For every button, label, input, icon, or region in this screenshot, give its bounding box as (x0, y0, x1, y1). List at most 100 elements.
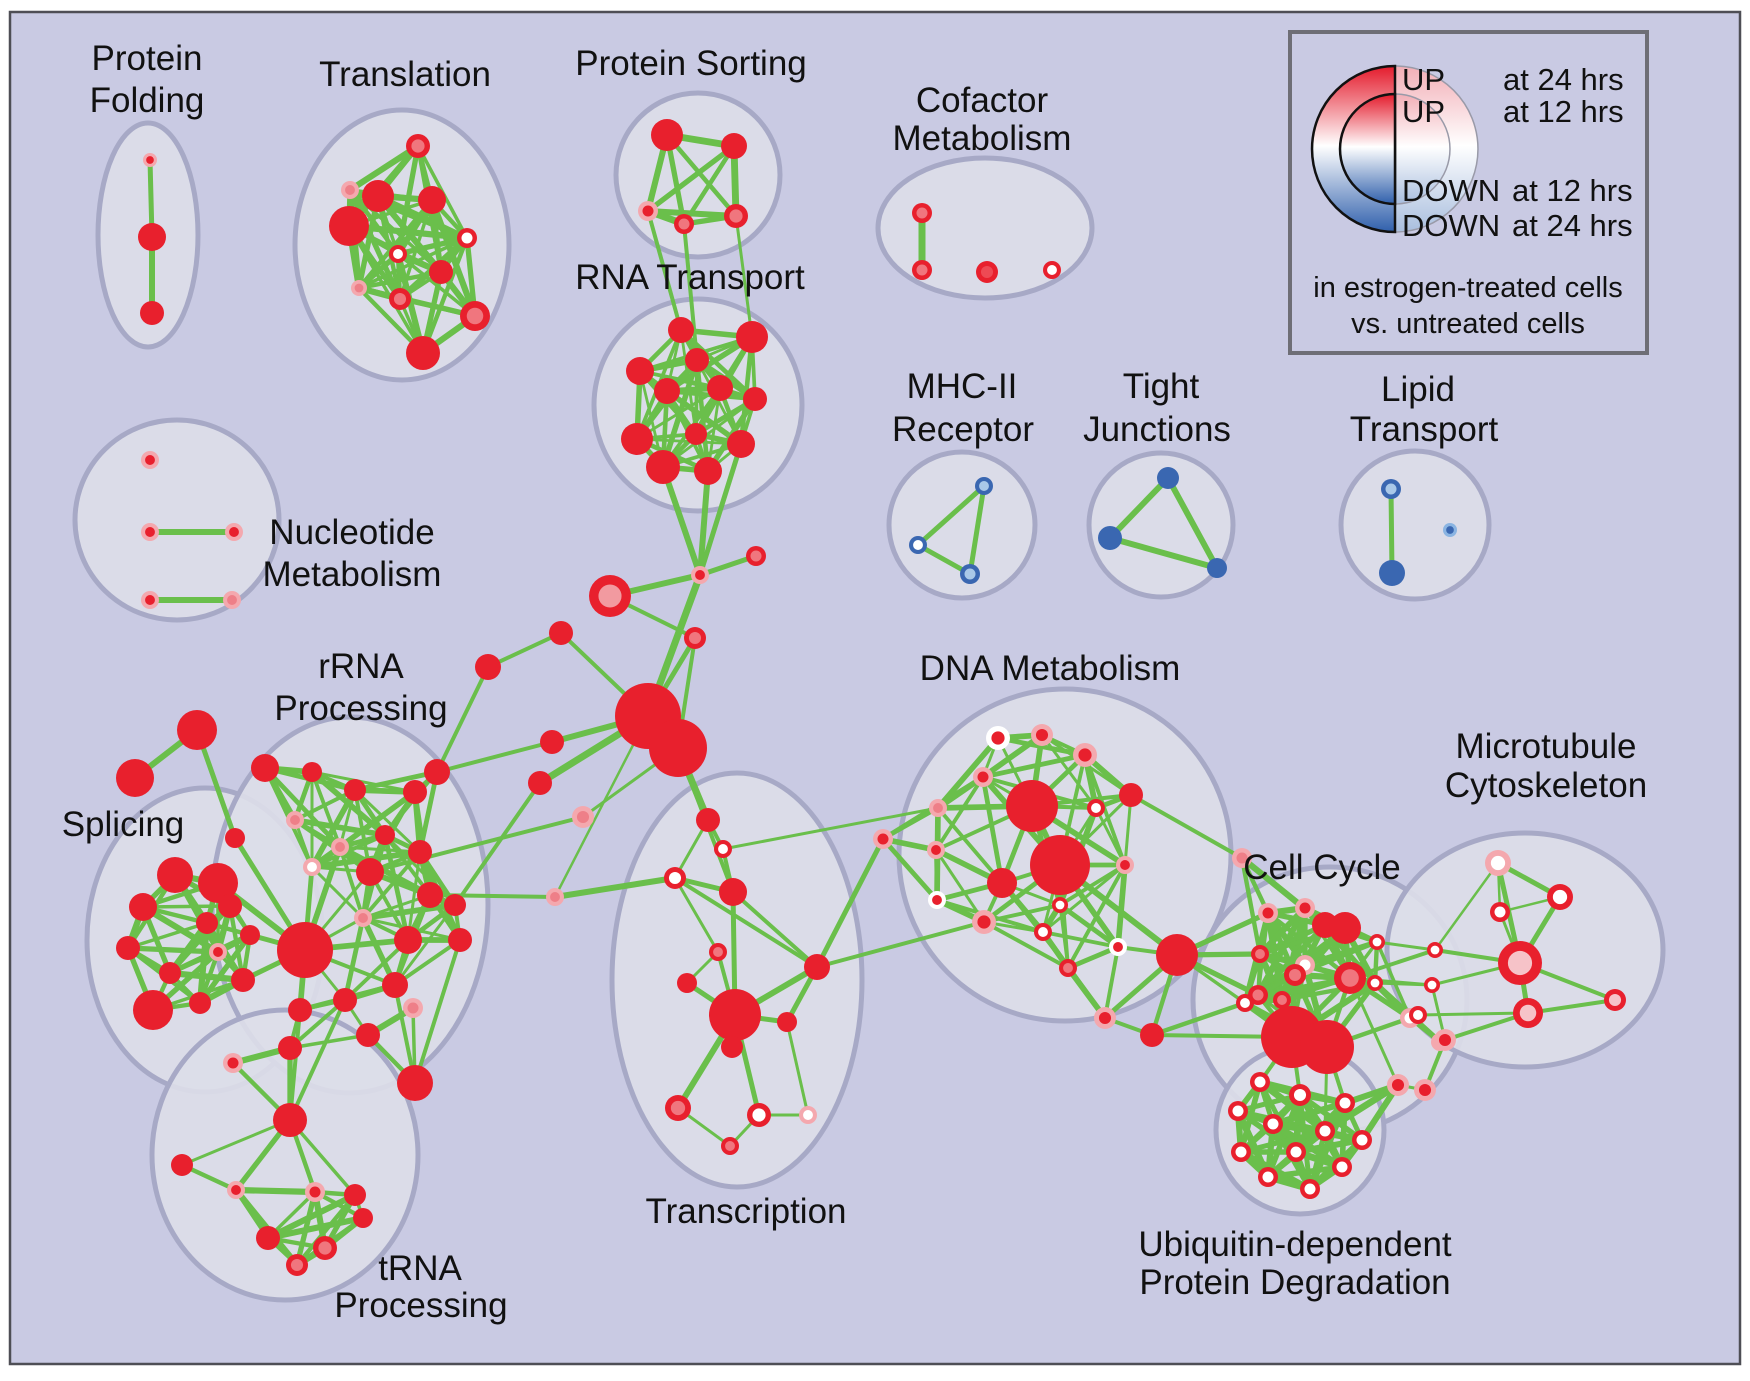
network-node-core-ub6 (1319, 1125, 1331, 1137)
network-node-sp7 (218, 894, 242, 918)
network-edge (166, 969, 247, 984)
network-edge (383, 770, 439, 837)
network-edge (980, 732, 1045, 780)
network-edge (1239, 855, 1263, 957)
network-edge (646, 209, 683, 332)
network-node-core-cf2 (916, 264, 928, 276)
network-node-rt8 (621, 423, 653, 455)
network-edge (1107, 535, 1220, 571)
cluster-label-rr: rRNA (318, 647, 404, 686)
network-edge (1375, 940, 1412, 1020)
network-edge (337, 789, 418, 850)
network-edge (660, 464, 703, 578)
network-edge (368, 815, 585, 874)
network-node-core-dm18 (1120, 860, 1130, 870)
network-edge (264, 1191, 359, 1242)
legend-circle-left-inner (1338, 92, 1397, 206)
cluster-label-lp: Lipid (1381, 370, 1455, 409)
network-edge (815, 920, 986, 969)
network-edge (1041, 863, 1127, 934)
network-node-sp1 (157, 857, 193, 893)
network-node-core-nm2 (145, 527, 155, 537)
network-edge (453, 781, 542, 907)
network-node-rr1 (251, 754, 279, 782)
network-edge (785, 1020, 810, 1117)
network-edge (406, 850, 422, 942)
network-node-t5 (719, 878, 747, 906)
network-node-core-ub2 (1293, 1088, 1307, 1102)
network-edge (673, 876, 720, 954)
network-node-core-ps3 (642, 205, 654, 217)
network-node-tr3 (362, 180, 394, 212)
network-edge (731, 890, 819, 969)
network-edge (338, 845, 365, 920)
network-node-core-t3 (668, 871, 682, 885)
network-node-sp10 (231, 968, 255, 992)
network-node-dm9 (1006, 780, 1058, 832)
legend-caption: vs. untreated cells (1351, 308, 1585, 340)
network-node-pf2 (138, 223, 166, 251)
cluster-label-tx: Transcription (646, 1192, 847, 1231)
network-node-core-tn5 (318, 1241, 332, 1255)
network-node-core-tr10 (393, 292, 407, 306)
network-node-core-mc10 (1438, 1033, 1452, 1047)
network-node-rt5 (654, 378, 680, 404)
network-node-core-rr6 (290, 815, 300, 825)
network-edge (232, 1186, 319, 1196)
network-edge (1265, 1164, 1345, 1180)
network-edge (635, 386, 722, 441)
network-edge (644, 207, 740, 220)
network-edge (881, 806, 940, 841)
network-node-core-mc11 (1418, 1083, 1432, 1097)
network-node-rr11 (408, 840, 432, 864)
network-node-tn0 (278, 1036, 302, 1060)
network-node-pf3 (140, 301, 164, 325)
cluster-ellipse-cf (875, 155, 1095, 301)
network-node-bl4 (528, 771, 552, 795)
network-node-core-j1 (695, 570, 705, 580)
network-edge (967, 483, 987, 577)
network-node-core-rr7 (335, 842, 345, 852)
legend-caption: in estrogen-treated cells (1313, 272, 1623, 304)
network-edge (360, 902, 458, 921)
network-node-core-dm17 (1113, 942, 1123, 952)
network-node-core-cc1 (1262, 907, 1274, 919)
network-node-core-tn6 (290, 1258, 304, 1272)
network-node-core-mc2 (1552, 889, 1568, 905)
network-node-core-nm4 (145, 595, 155, 605)
network-edge (356, 269, 444, 291)
cluster-label-mh: Receptor (892, 410, 1034, 449)
network-edge (1107, 475, 1171, 541)
network-node-core-cc2 (1299, 902, 1311, 914)
cluster-label-pf: Folding (90, 81, 205, 120)
network-edge (486, 631, 563, 669)
network-edge (1066, 863, 1127, 970)
network-node-core-dm1 (991, 731, 1005, 745)
cluster-label-tr: Translation (319, 55, 491, 94)
network-node-core-ub5 (1267, 1118, 1279, 1130)
network-edge (1165, 475, 1220, 571)
network-node-core-tr11 (466, 307, 484, 325)
network-node-bl2 (475, 654, 501, 680)
network-node-core-m2 (688, 631, 702, 645)
network-node-t1 (696, 808, 720, 832)
network-node-core-cc5 (1255, 949, 1265, 959)
network-edge (1094, 806, 1127, 867)
network-edge (1388, 486, 1395, 576)
network-node-t7 (677, 973, 697, 993)
cluster-label-nm: Nucleotide (269, 513, 434, 552)
network-node-core-b1 (598, 584, 622, 608)
network-node-core-ubp (1391, 1078, 1405, 1092)
network-node-rt10 (727, 430, 755, 458)
network-node-core-ub7 (1356, 1134, 1368, 1146)
network-node-core-cc10 (1277, 995, 1287, 1005)
network-node-core-pf1 (146, 156, 154, 164)
network-node-tbig (709, 989, 761, 1041)
network-edge (288, 1033, 370, 1050)
network-node-lp2 (1379, 560, 1405, 586)
network-node-tnR2 (356, 1023, 380, 1047)
network-node-bl3 (540, 730, 564, 754)
network-node-tnH (273, 1103, 307, 1137)
